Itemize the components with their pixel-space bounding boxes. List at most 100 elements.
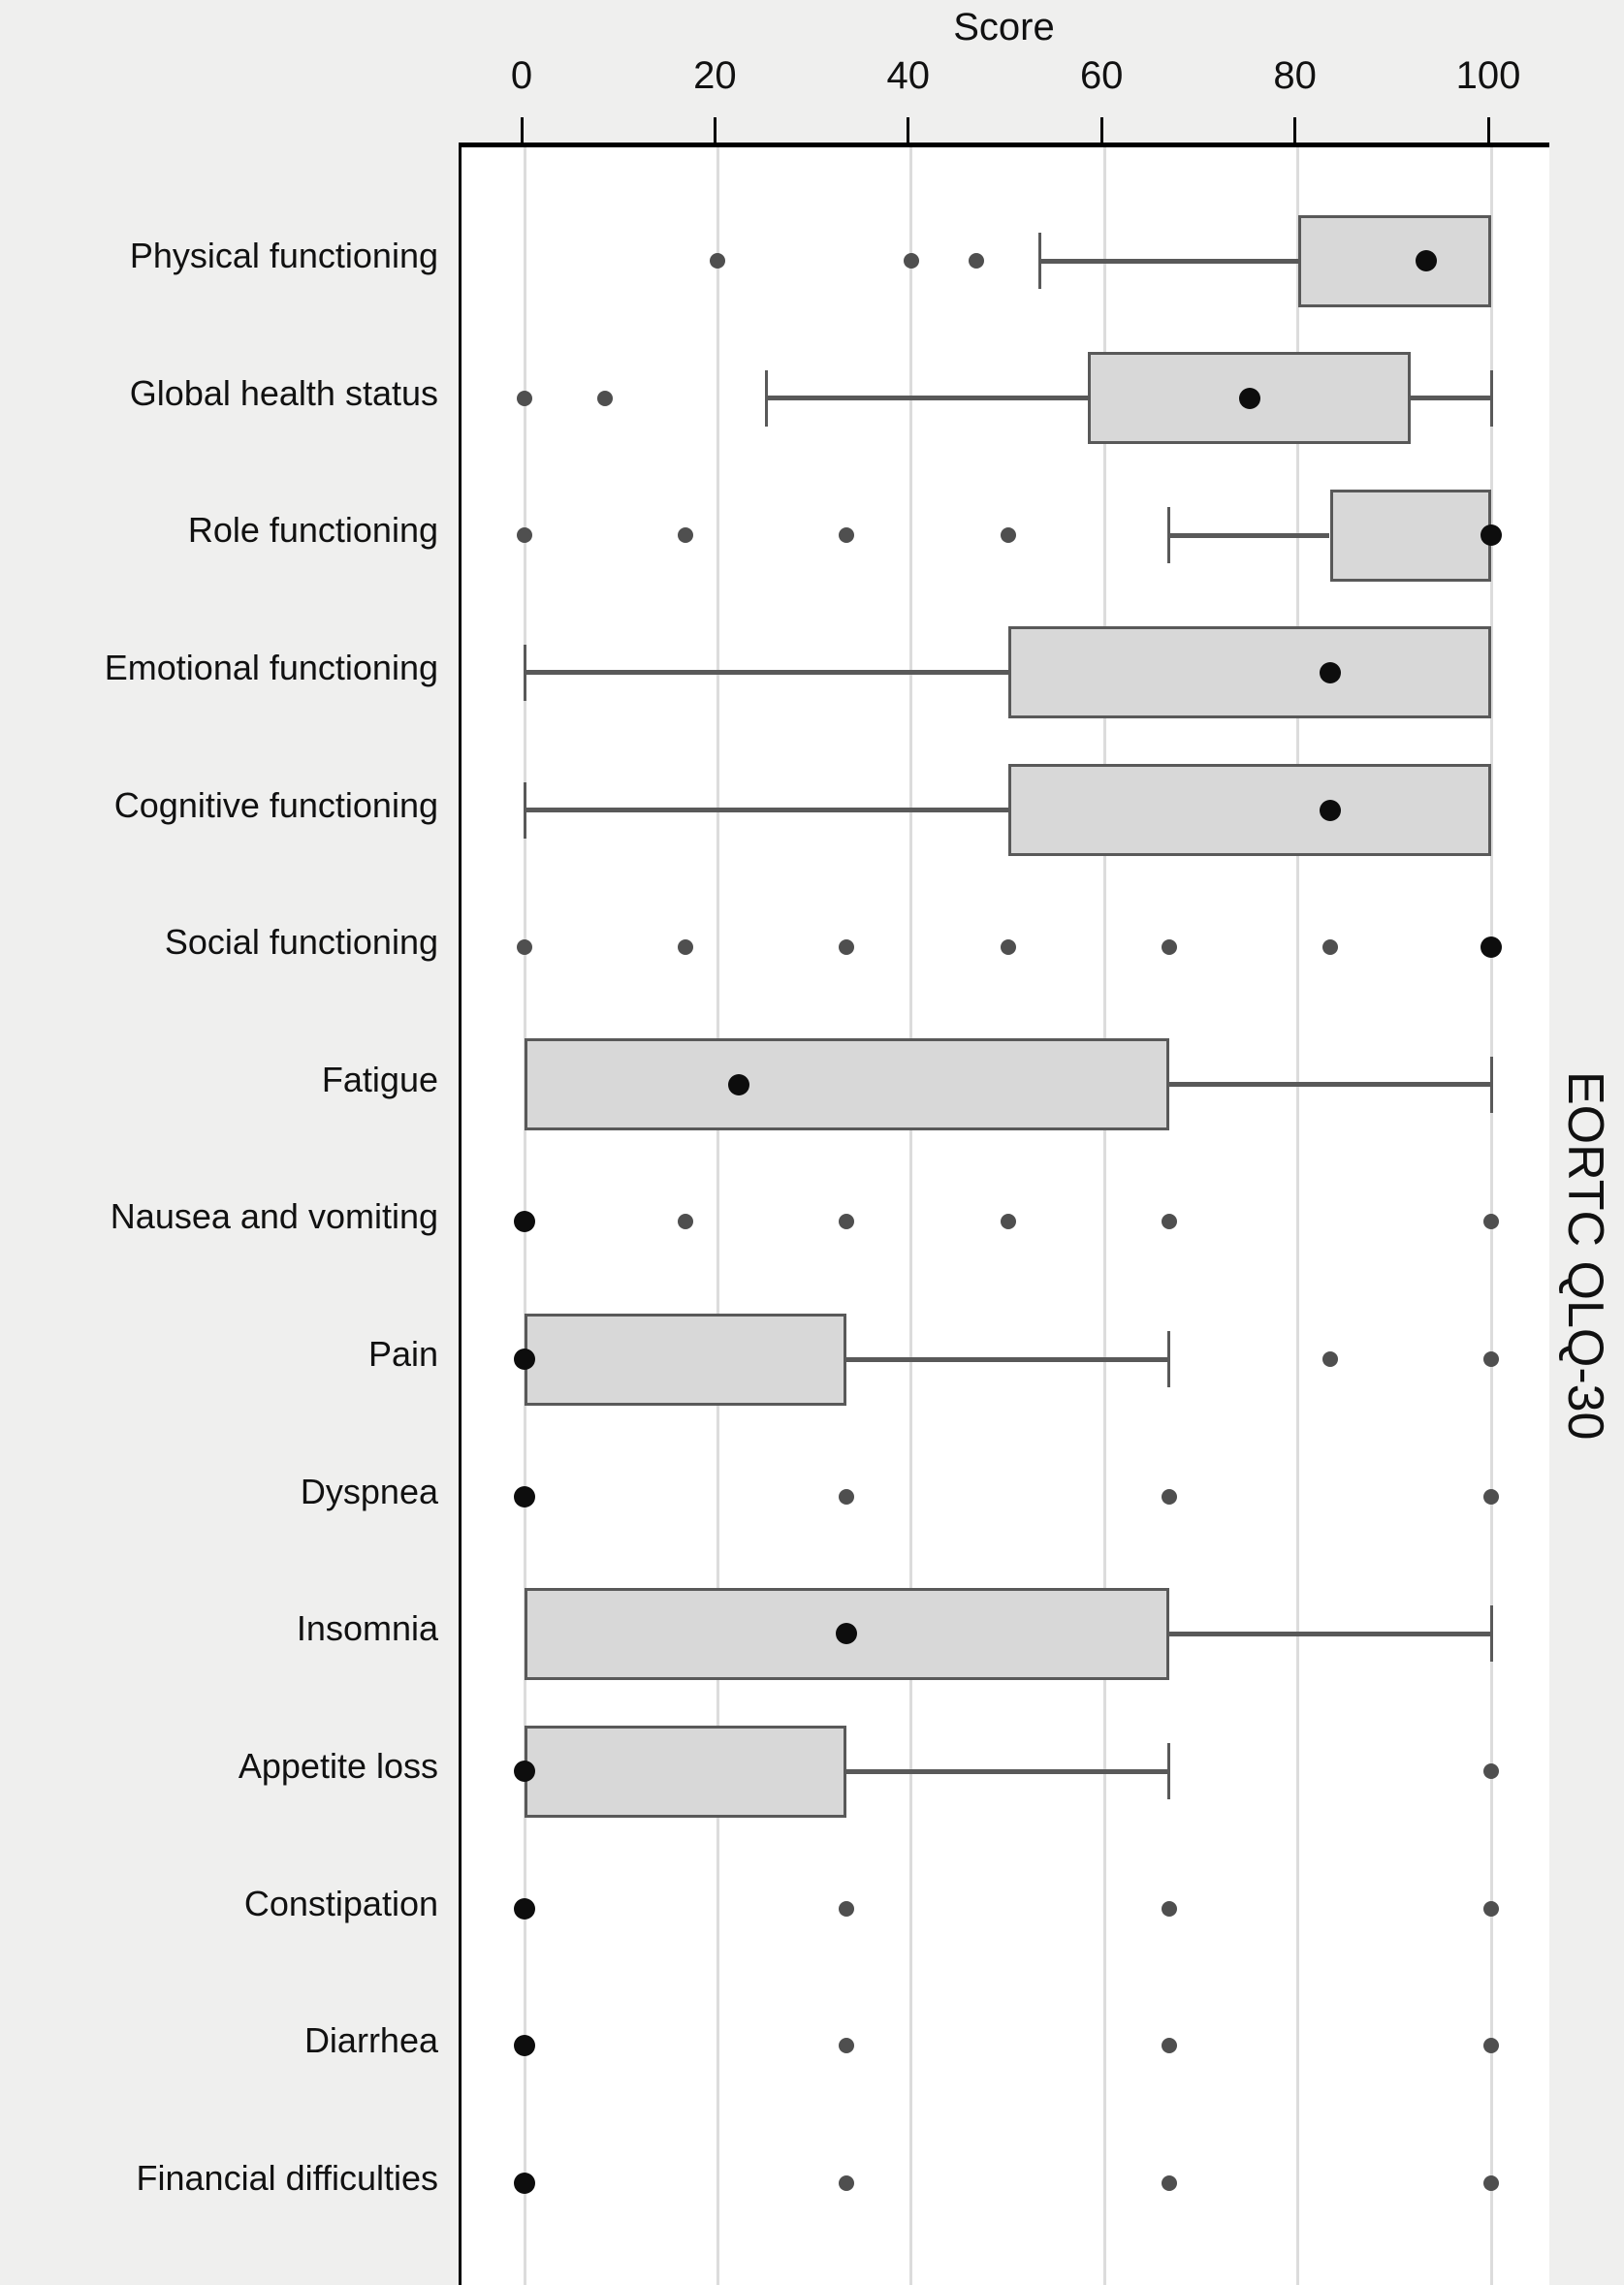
box-iqr xyxy=(525,1038,1169,1131)
box-iqr xyxy=(1088,352,1412,445)
category-label: Role functioning xyxy=(187,510,438,551)
outlier-dot xyxy=(678,1214,694,1230)
tick-label-20: 20 xyxy=(693,54,737,97)
whisker-cap-min xyxy=(1167,507,1171,564)
marker-dot xyxy=(1319,661,1341,683)
gridline-60 xyxy=(1102,147,1106,2285)
whisker-cap-max xyxy=(1489,369,1493,427)
outlier-dot xyxy=(1161,939,1177,956)
outlier-dot xyxy=(968,253,984,269)
whisker-cap-max xyxy=(1489,1056,1493,1113)
marker-dot xyxy=(1238,387,1260,409)
whisker-cap-min xyxy=(523,644,526,701)
whisker-cap-max xyxy=(1167,1331,1171,1388)
plot-area xyxy=(459,143,1549,2285)
category-label: Diarrhea xyxy=(303,2020,438,2061)
whisker-line-left xyxy=(525,670,1008,676)
box-iqr xyxy=(1297,214,1491,307)
category-label: Fatigue xyxy=(321,1059,438,1099)
whisker-line-right xyxy=(1168,1082,1491,1088)
marker-dot xyxy=(728,1073,750,1095)
category-label: Pain xyxy=(367,1334,438,1375)
whisker-line-right xyxy=(1168,1631,1491,1636)
outlier-dot xyxy=(839,939,854,956)
box-iqr xyxy=(1007,764,1491,857)
outlier-dot xyxy=(1483,1763,1499,1780)
outlier-dot xyxy=(678,939,694,956)
outlier-dot xyxy=(839,2038,854,2054)
outlier-dot xyxy=(839,2174,854,2191)
tick-label-100: 100 xyxy=(1455,54,1521,97)
whisker-cap-max xyxy=(1167,1743,1171,1800)
outlier-dot xyxy=(1000,939,1016,956)
outlier-dot xyxy=(710,253,726,269)
outlier-dot xyxy=(903,253,919,269)
category-label: Global health status xyxy=(129,372,438,413)
tick-mark-80 xyxy=(1293,117,1297,143)
outlier-dot xyxy=(1483,1214,1499,1230)
marker-dot xyxy=(514,1897,535,1920)
whisker-cap-min xyxy=(523,781,526,839)
outlier-dot xyxy=(1483,1900,1499,1917)
outlier-dot xyxy=(1321,939,1338,956)
gridline-80 xyxy=(1296,147,1300,2285)
category-label: Nausea and vomiting xyxy=(110,1196,438,1237)
outlier-dot xyxy=(1161,1488,1177,1505)
outlier-dot xyxy=(839,1488,854,1505)
tick-mark-20 xyxy=(713,117,716,143)
marker-dot xyxy=(1416,250,1438,271)
whisker-cap-min xyxy=(1037,233,1041,289)
outlier-dot xyxy=(839,1214,854,1230)
outlier-dot xyxy=(1483,2174,1499,2191)
category-label: Dyspnea xyxy=(300,1471,438,1511)
category-label: Physical functioning xyxy=(129,236,438,275)
whisker-line-left xyxy=(525,808,1008,813)
tick-label-0: 0 xyxy=(510,54,533,97)
outlier-dot xyxy=(1161,2174,1177,2191)
outlier-dot xyxy=(517,390,532,406)
right-axis-label: EORTC QLQ-30 xyxy=(1557,1070,1613,1441)
category-label: Financial difficulties xyxy=(136,2157,438,2198)
gridline-20 xyxy=(716,147,719,2285)
outlier-dot xyxy=(1321,1351,1338,1368)
box-iqr xyxy=(525,1725,846,1818)
whisker-line-left xyxy=(1039,258,1298,264)
marker-dot xyxy=(836,1623,857,1645)
marker-dot xyxy=(514,1485,535,1507)
whisker-cap-min xyxy=(764,369,768,427)
outlier-dot xyxy=(839,527,854,544)
marker-dot xyxy=(514,1761,535,1783)
category-label: Emotional functioning xyxy=(104,647,438,687)
outlier-dot xyxy=(517,527,532,544)
marker-dot xyxy=(514,2035,535,2057)
whisker-cap-max xyxy=(1489,1605,1493,1663)
category-label: Social functioning xyxy=(164,922,438,963)
outlier-dot xyxy=(1161,1214,1177,1230)
tick-label-40: 40 xyxy=(886,54,931,97)
outlier-dot xyxy=(1483,1488,1499,1505)
tick-mark-0 xyxy=(520,117,524,143)
marker-dot xyxy=(514,1211,535,1233)
whisker-line-right xyxy=(1411,396,1491,401)
whisker-line-left xyxy=(1168,532,1330,538)
tick-mark-60 xyxy=(1099,117,1103,143)
category-label: Appetite loss xyxy=(238,1746,438,1787)
tick-mark-40 xyxy=(907,117,910,143)
marker-dot xyxy=(514,2172,535,2194)
x-axis-title: Score xyxy=(953,6,1055,48)
tick-label-80: 80 xyxy=(1273,54,1317,97)
marker-dot xyxy=(1481,524,1502,547)
marker-dot xyxy=(1481,936,1502,959)
outlier-dot xyxy=(839,1900,854,1917)
category-label: Insomnia xyxy=(296,1608,438,1649)
outlier-dot xyxy=(1483,1351,1499,1368)
gridline-40 xyxy=(909,147,913,2285)
whisker-line-right xyxy=(846,1356,1169,1362)
outlier-dot xyxy=(1000,527,1016,544)
outlier-dot xyxy=(678,527,694,544)
marker-dot xyxy=(514,1349,535,1371)
box-iqr xyxy=(1329,489,1491,582)
category-label: Cognitive functioning xyxy=(113,784,438,825)
outlier-dot xyxy=(1483,2038,1499,2054)
